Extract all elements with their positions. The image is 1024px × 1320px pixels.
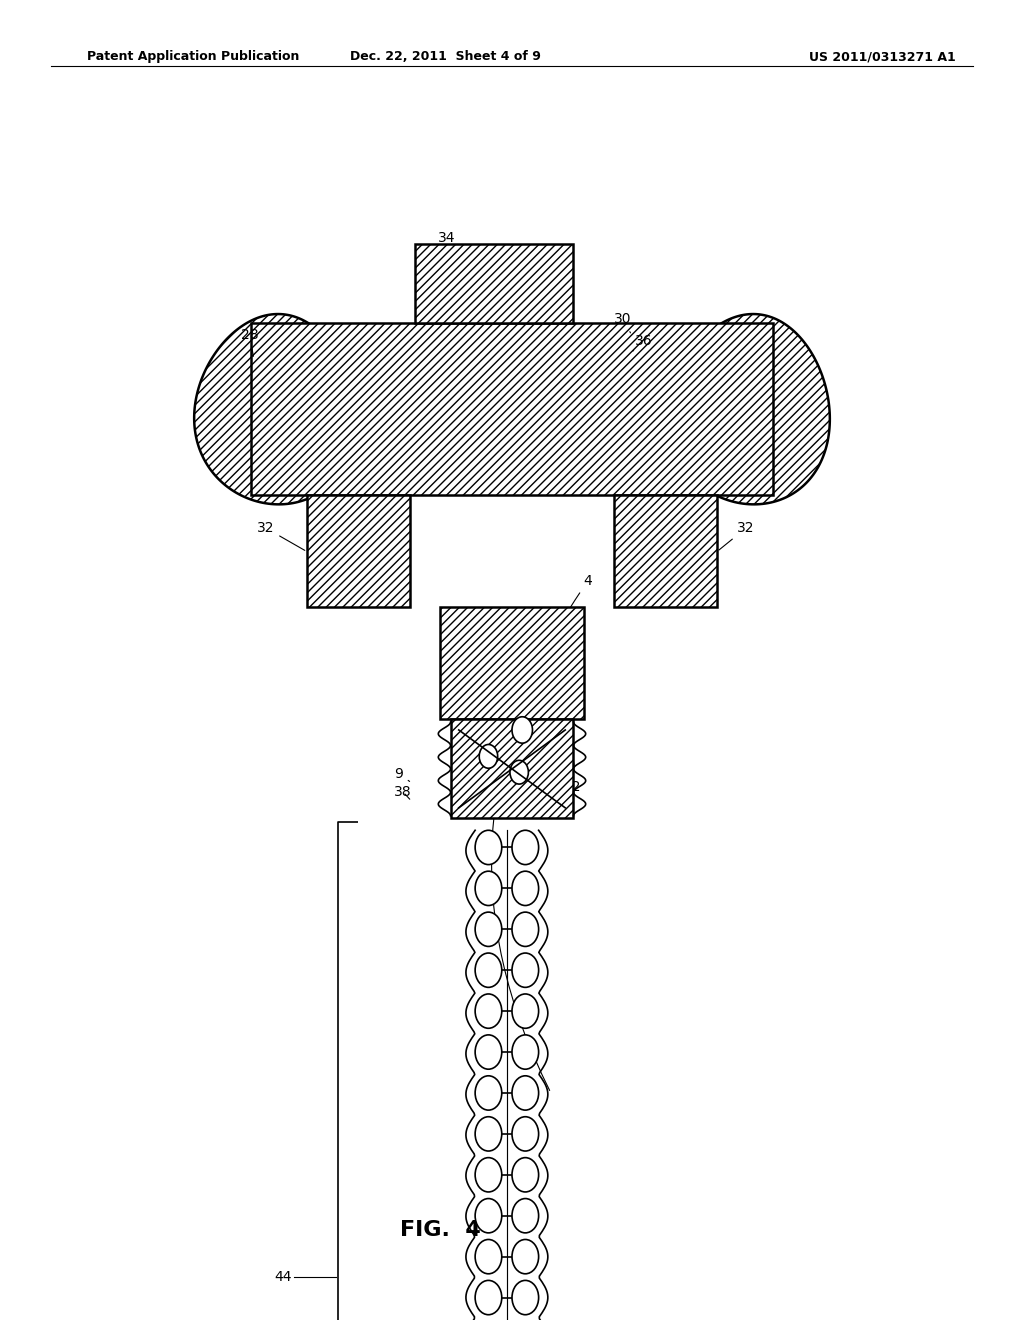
Circle shape <box>475 1158 502 1192</box>
Circle shape <box>510 760 528 784</box>
Circle shape <box>512 830 539 865</box>
Text: 32: 32 <box>719 521 755 550</box>
Text: 28: 28 <box>241 329 258 356</box>
Circle shape <box>475 830 502 865</box>
Bar <box>307 495 410 607</box>
Polygon shape <box>670 314 829 504</box>
Text: 42: 42 <box>543 780 581 793</box>
Circle shape <box>475 1117 502 1151</box>
Circle shape <box>475 871 502 906</box>
Circle shape <box>475 1239 502 1274</box>
Text: 40: 40 <box>540 759 575 775</box>
Circle shape <box>512 1280 539 1315</box>
Bar <box>614 495 717 607</box>
Circle shape <box>479 744 498 768</box>
Circle shape <box>475 1280 502 1315</box>
Text: Patent Application Publication: Patent Application Publication <box>87 50 299 63</box>
Circle shape <box>512 912 539 946</box>
Bar <box>415 244 573 323</box>
Circle shape <box>512 1035 539 1069</box>
Circle shape <box>512 953 539 987</box>
Text: 4: 4 <box>492 574 593 1090</box>
Circle shape <box>512 1199 539 1233</box>
Bar <box>440 607 584 719</box>
Circle shape <box>512 1076 539 1110</box>
Circle shape <box>512 1239 539 1274</box>
Text: FIG.  4: FIG. 4 <box>400 1220 480 1241</box>
Text: 36: 36 <box>633 334 652 351</box>
Circle shape <box>512 994 539 1028</box>
Text: US 2011/0313271 A1: US 2011/0313271 A1 <box>809 50 955 63</box>
Circle shape <box>512 717 532 743</box>
Polygon shape <box>195 314 354 504</box>
Circle shape <box>475 1035 502 1069</box>
Text: 9: 9 <box>394 767 410 781</box>
Circle shape <box>512 1117 539 1151</box>
Text: 32: 32 <box>257 521 305 550</box>
Bar <box>451 719 573 818</box>
Text: 30: 30 <box>614 313 632 333</box>
Circle shape <box>475 953 502 987</box>
Circle shape <box>475 994 502 1028</box>
Text: 44: 44 <box>274 1270 292 1284</box>
Text: 34: 34 <box>438 231 458 251</box>
Circle shape <box>475 1076 502 1110</box>
Circle shape <box>475 912 502 946</box>
Bar <box>251 323 773 495</box>
Circle shape <box>475 1199 502 1233</box>
Text: 38: 38 <box>394 785 412 799</box>
Circle shape <box>512 1158 539 1192</box>
Text: Dec. 22, 2011  Sheet 4 of 9: Dec. 22, 2011 Sheet 4 of 9 <box>350 50 541 63</box>
Circle shape <box>512 871 539 906</box>
